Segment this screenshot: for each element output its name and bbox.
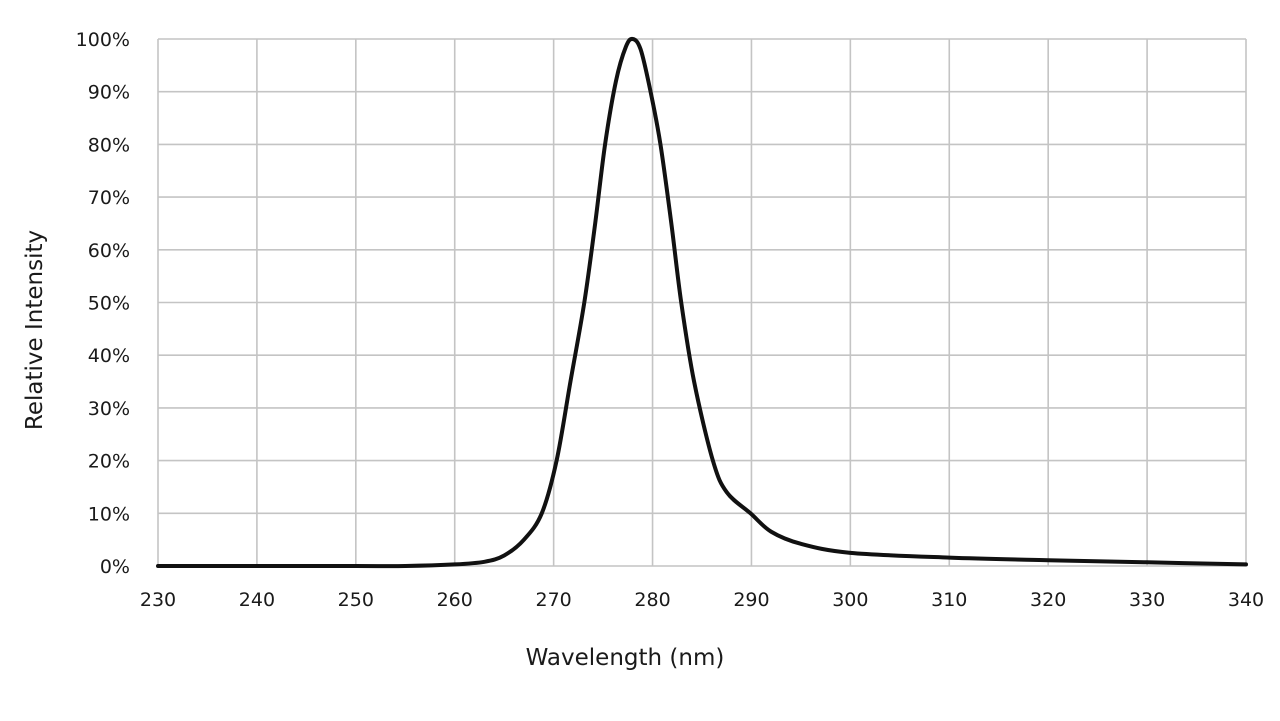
y-tick-label: 20% xyxy=(88,451,130,473)
y-axis-label: Relative Intensity xyxy=(22,230,48,430)
x-axis-ticks: 230 240 250 260 270 280 290 300 310 320 330 340 xyxy=(140,589,1264,611)
y-tick-label: 100% xyxy=(76,29,130,51)
x-tick-label: 320 xyxy=(1030,589,1066,611)
x-tick-label: 270 xyxy=(536,589,572,611)
y-tick-label: 60% xyxy=(88,240,130,262)
y-tick-label: 80% xyxy=(88,134,130,156)
y-tick-label: 30% xyxy=(88,398,130,420)
y-tick-label: 50% xyxy=(88,293,130,315)
x-tick-label: 230 xyxy=(140,589,176,611)
y-tick-label: 70% xyxy=(88,187,130,209)
y-tick-label: 40% xyxy=(88,345,130,367)
y-tick-label: 0% xyxy=(100,556,130,578)
x-tick-label: 340 xyxy=(1228,589,1264,611)
x-tick-label: 310 xyxy=(931,589,967,611)
y-tick-label: 10% xyxy=(88,503,130,525)
x-tick-label: 250 xyxy=(338,589,374,611)
spectrum-curve xyxy=(156,36,1248,569)
x-tick-label: 260 xyxy=(437,589,473,611)
y-axis-ticks: 0% 10% 20% 30% 40% 50% 60% 70% 80% 90% 100% xyxy=(76,29,130,578)
x-tick-label: 330 xyxy=(1129,589,1165,611)
x-tick-label: 280 xyxy=(634,589,670,611)
x-tick-label: 290 xyxy=(733,589,769,611)
x-tick-label: 240 xyxy=(239,589,275,611)
x-tick-label: 300 xyxy=(832,589,868,611)
x-axis-label: Wavelength (nm) xyxy=(526,645,725,671)
y-tick-label: 90% xyxy=(88,82,130,104)
grid xyxy=(157,38,1247,567)
